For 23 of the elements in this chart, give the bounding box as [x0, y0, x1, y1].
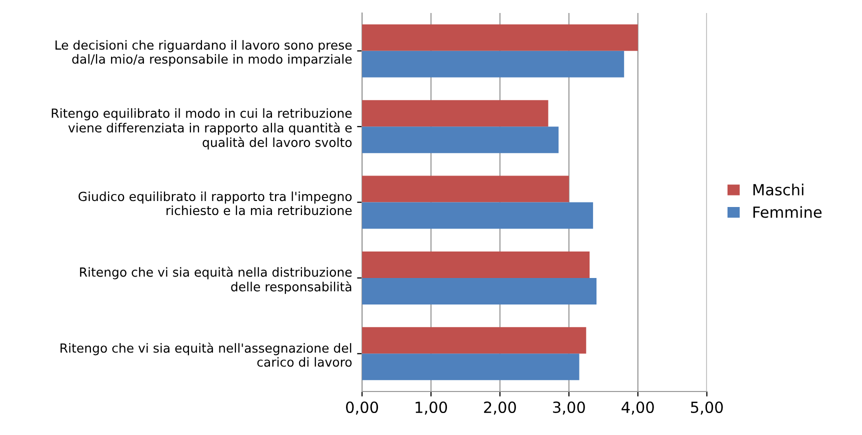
x-tick-label: 5,00	[691, 401, 723, 415]
bar	[362, 251, 590, 278]
legend-label: Femmine	[753, 206, 822, 218]
bar	[362, 126, 559, 154]
y-tick-label: Le decisioni che riguardano il lavoro sono prese dal/la mio/a responsabile in modo imparziale	[56, 40, 352, 66]
bar	[362, 354, 580, 380]
legend-label: Maschi	[753, 184, 804, 196]
y-tick-label: Ritengo equilibrato il modo in cui la retribuzione viene differenziata in rapporto alla quantità e qualità del lavoro svolto	[52, 108, 352, 150]
bar	[362, 176, 569, 202]
bar	[362, 24, 638, 51]
y-tick-label: Ritengo che vi sia equità nella distribuzione delle responsabilità	[80, 266, 352, 294]
bar	[362, 100, 548, 127]
bar	[362, 278, 597, 304]
x-tick-label: 0,00	[346, 401, 378, 415]
bar	[362, 202, 594, 229]
y-tick-label: Giudico equilibrato il rapporto tra l'impegno richiesto e la mia retribuzione	[78, 191, 352, 216]
bar	[362, 50, 624, 78]
y-tick-label: Ritengo che vi sia equità nell'assegnazione del carico di lavoro	[60, 342, 352, 367]
x-tick-label: 1,00	[416, 401, 447, 415]
x-tick-label: 3,00	[553, 401, 585, 415]
x-tick-label: 4,00	[622, 401, 654, 415]
bar	[362, 327, 586, 354]
x-tick-label: 2,00	[484, 401, 516, 415]
